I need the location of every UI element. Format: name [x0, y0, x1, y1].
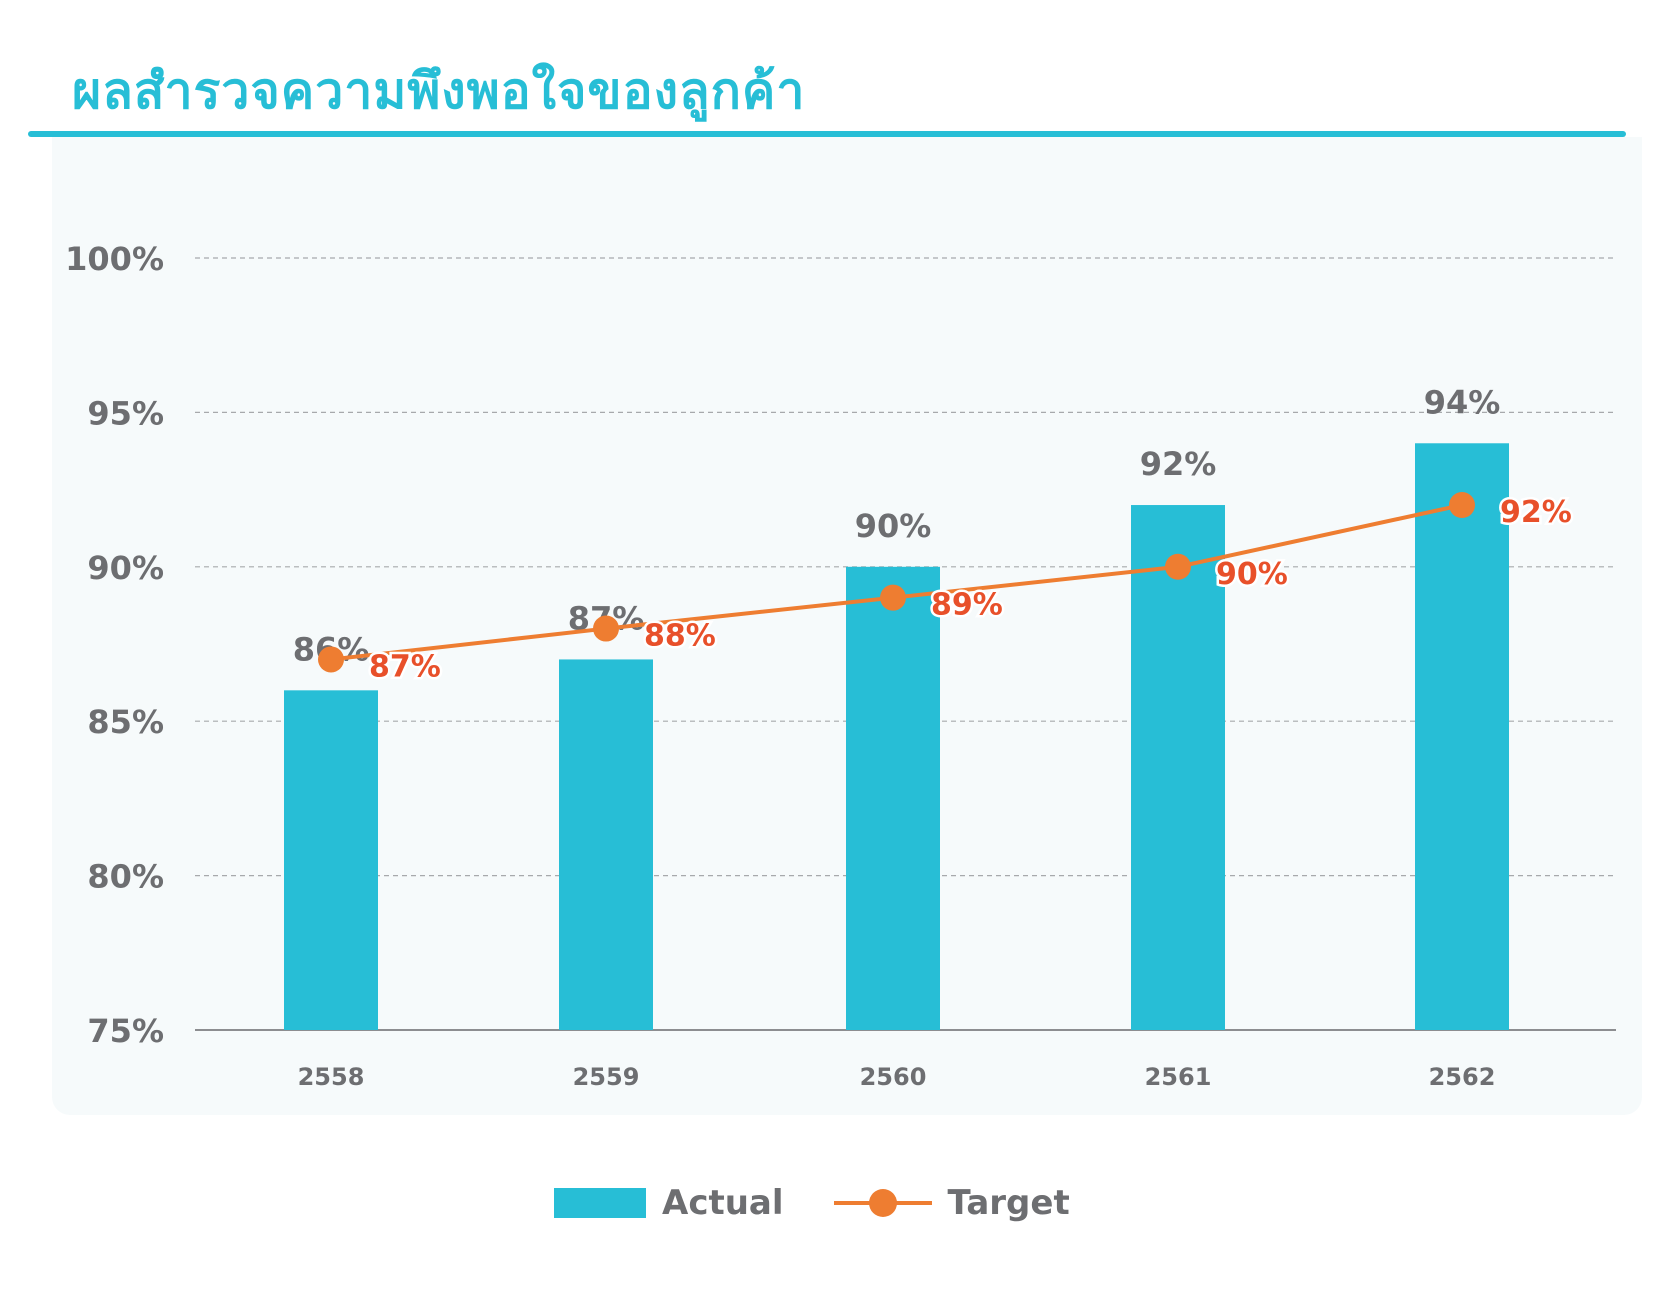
data-label-actual: 92% — [1140, 445, 1217, 483]
data-label-target: 88% — [644, 619, 716, 654]
title-underline — [28, 131, 1626, 137]
bar-actual — [1415, 443, 1509, 1030]
data-label-target: 90% — [1216, 557, 1288, 592]
data-label-target: 89% — [931, 588, 1003, 623]
y-tick-label: 100% — [65, 240, 164, 278]
legend-item-target: Target — [833, 1183, 1120, 1223]
bar-actual — [1131, 505, 1225, 1030]
y-tick-label: 90% — [87, 549, 164, 587]
bar-actual — [284, 690, 378, 1030]
x-tick-label: 2560 — [860, 1063, 927, 1091]
point-target — [1449, 492, 1475, 519]
legend-label-target: Target — [947, 1183, 1070, 1223]
x-tick-label: 2558 — [298, 1063, 365, 1091]
point-target — [318, 646, 344, 673]
data-label-target: 92% — [1500, 495, 1572, 530]
x-tick-label: 2561 — [1145, 1063, 1212, 1091]
data-label-actual: 94% — [1424, 383, 1501, 421]
point-target — [1165, 553, 1191, 580]
y-tick-label: 75% — [87, 1012, 164, 1050]
point-target — [880, 584, 906, 611]
legend: Actual Target — [554, 1183, 1120, 1223]
data-label-target: 87% — [369, 649, 441, 684]
bar-actual — [846, 566, 940, 1030]
y-tick-label: 80% — [87, 858, 164, 896]
data-label-actual: 90% — [855, 507, 932, 545]
legend-label-actual: Actual — [662, 1183, 784, 1223]
chart-title: ผลสำรวจความพึงพอใจของลูกค้า — [72, 62, 806, 120]
legend-item-actual: Actual — [554, 1183, 834, 1223]
x-tick-label: 2559 — [573, 1063, 640, 1091]
point-target — [593, 615, 619, 642]
y-tick-label: 85% — [87, 703, 164, 741]
x-tick-label: 2562 — [1429, 1063, 1496, 1091]
bar-actual — [559, 659, 653, 1030]
legend-swatch-actual — [554, 1188, 646, 1218]
legend-swatch-target — [833, 1188, 932, 1218]
y-tick-label: 95% — [87, 394, 164, 432]
